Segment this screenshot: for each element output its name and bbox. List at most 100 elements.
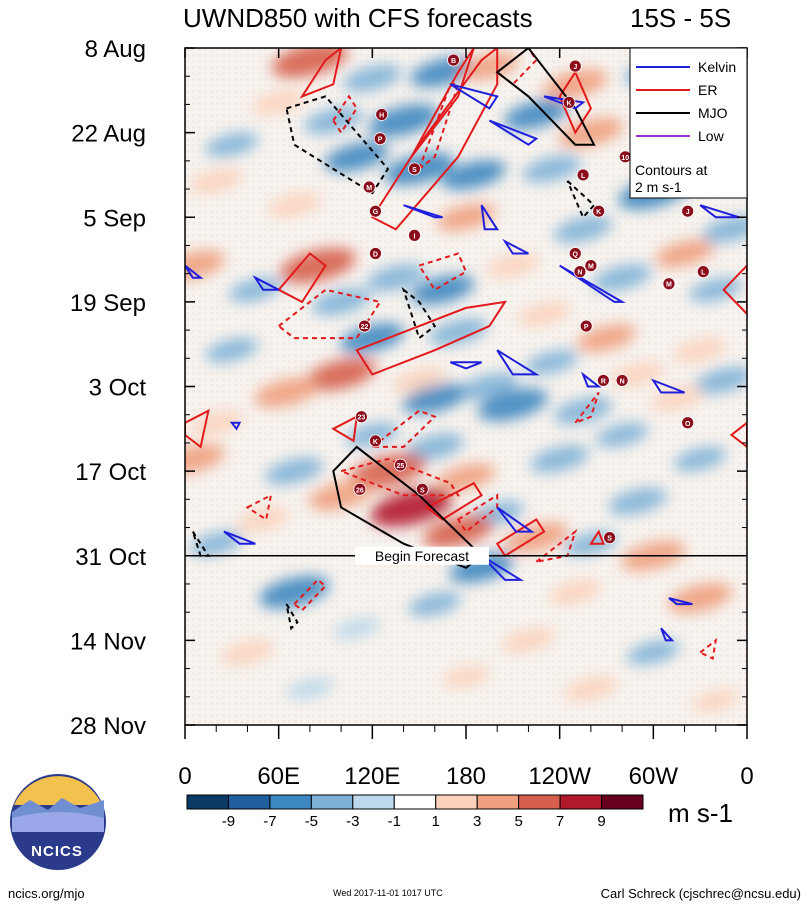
er-contour: [572, 391, 600, 426]
anomaly-cell: [333, 617, 381, 640]
storm-label: M: [588, 264, 594, 271]
anomaly-cell: [311, 288, 371, 316]
storm-icon: [596, 374, 610, 387]
anomaly-cell: [441, 160, 506, 190]
anomaly-cell: [564, 676, 618, 701]
storm-icon: [584, 259, 598, 273]
anomaly-cell: [408, 591, 462, 617]
anomaly-cell: [548, 579, 602, 605]
storm-label: N: [577, 270, 582, 277]
logo-sun-band: [14, 776, 102, 805]
storm-label: B: [451, 58, 456, 65]
storm-icon: [358, 319, 371, 333]
y-tick-label: 8 Aug: [85, 36, 146, 63]
legend-entries: Kelvin ER MJO Low: [636, 59, 736, 144]
storm-label: K: [596, 209, 601, 216]
legend-note-line2: 2 m s-1: [635, 179, 682, 195]
storm-marker: K: [592, 204, 606, 218]
colorbar-segment: [269, 794, 312, 810]
anomaly-cell: [189, 531, 243, 556]
storm-marker: H: [375, 108, 389, 121]
anomaly-cell: [525, 350, 579, 375]
anomaly-cell: [442, 665, 490, 688]
storm-label: P: [378, 137, 383, 144]
storm-marker: J: [568, 59, 582, 73]
storm-label: D: [373, 252, 378, 259]
legend-box: [629, 47, 748, 199]
storm-label: L: [581, 173, 586, 180]
anomaly-cell: [265, 457, 324, 485]
storm-icon: [592, 204, 606, 218]
storm-label: R: [601, 378, 606, 385]
er-contour: [299, 48, 343, 99]
storm-marker: S: [408, 162, 421, 176]
storm-icon: [562, 96, 576, 109]
y-tick-label: 5 Sep: [83, 205, 146, 232]
storm-marker: B: [447, 53, 460, 67]
storm-marker: P: [373, 132, 387, 146]
storm-label: S: [412, 167, 417, 174]
er-contour: [277, 252, 327, 304]
storm-marker: M: [584, 259, 598, 273]
anomaly-cell: [189, 410, 243, 435]
colorbar: -9 -7 -5 -3 -1 1 3 5 7 9: [186, 794, 644, 830]
storm-label: K: [567, 100, 572, 107]
er-contour: [535, 528, 578, 563]
footer-url[interactable]: ncics.org/mjo: [8, 886, 85, 901]
er-contour: [729, 421, 747, 449]
kelvin-contour: [650, 378, 685, 394]
anomaly-cell: [608, 487, 667, 515]
storm-label: M: [366, 185, 372, 192]
anomaly-cell: [304, 106, 363, 135]
storm-marker: L: [696, 265, 710, 279]
y-tick-label: 19 Sep: [70, 290, 146, 317]
storm-label: K: [373, 439, 378, 446]
forecast-label-background: [355, 546, 489, 565]
anomaly-cell: [366, 264, 425, 292]
footer-timestamp: Wed 2017-11-01 1017 UTC: [333, 888, 443, 898]
x-tick-label: 120E: [344, 763, 400, 790]
anomaly-cell: [405, 433, 465, 461]
legend-label: ER: [698, 82, 717, 98]
anomaly-cell: [592, 264, 652, 292]
storm-marker: K: [562, 96, 576, 109]
storm-label: 10: [621, 155, 629, 162]
anomaly-cell: [692, 690, 740, 712]
er-contour: [292, 578, 327, 612]
storm-marker: S: [603, 531, 617, 545]
anomaly-cell: [595, 422, 649, 448]
er-contour: [417, 252, 468, 292]
storm-icon: [579, 319, 593, 333]
storm-label: O: [685, 421, 691, 428]
logo-text: NCICS: [31, 843, 83, 860]
storm-label: 23: [358, 415, 366, 422]
storm-icon: [568, 247, 582, 260]
anomaly-cell: [428, 318, 488, 346]
storm-marker: 10: [618, 150, 632, 164]
storm-marker: S: [415, 482, 429, 496]
colorbar-segment: [310, 794, 354, 810]
storm-icon: [369, 434, 382, 448]
anomaly-cell: [558, 117, 624, 148]
storm-marker: M: [362, 180, 376, 194]
kelvin-contour: [229, 421, 242, 431]
kelvin-contour: [559, 264, 626, 303]
legend-label: MJO: [698, 105, 728, 121]
anomaly-cell: [189, 168, 243, 194]
y-tick-label: 17 Oct: [75, 459, 146, 486]
storm-marker: R: [596, 374, 610, 387]
kelvin-contour: [580, 371, 602, 388]
anomaly-cell: [522, 155, 582, 183]
y-tick-label: 3 Oct: [89, 375, 147, 402]
anomaly-cell: [530, 445, 589, 473]
logo-wave: [12, 812, 104, 832]
y-tick-label: 31 Oct: [75, 544, 146, 571]
ncics-logo: [10, 774, 106, 870]
colorbar-tick-label: -5: [305, 813, 318, 830]
er-contour: [332, 94, 358, 135]
legend-label: Low: [698, 128, 725, 144]
er-contour: [558, 70, 593, 135]
colorbar-segment: [476, 794, 520, 810]
anomaly-cell: [370, 488, 453, 527]
colorbar-tick-label: 3: [473, 813, 481, 830]
